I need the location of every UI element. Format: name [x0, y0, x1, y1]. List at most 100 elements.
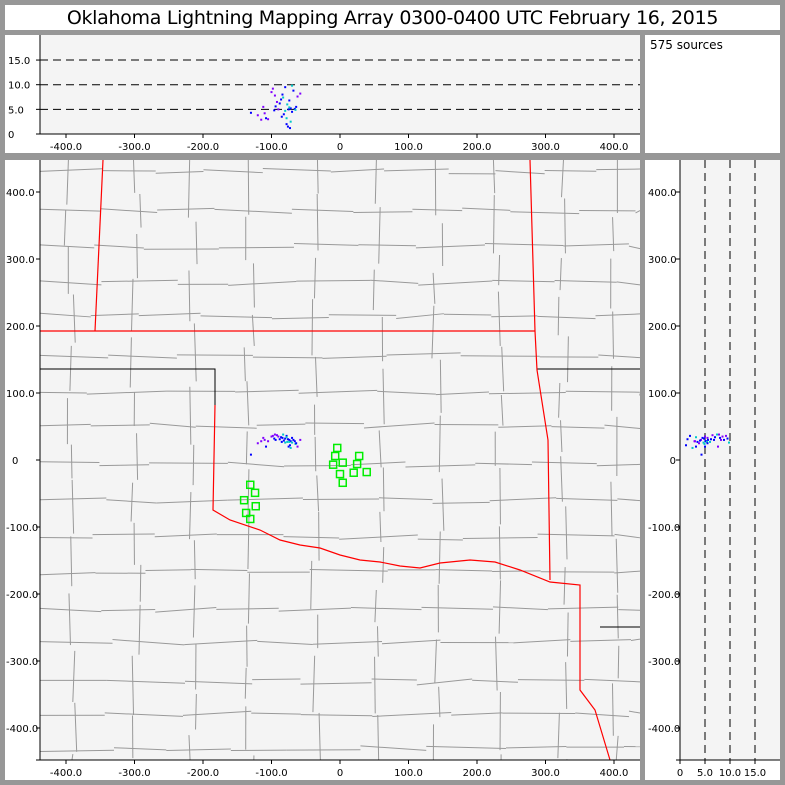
lightning-source [281, 93, 284, 96]
county-line [189, 386, 192, 445]
county-line [90, 313, 139, 317]
tick-label: -400.0 [6, 724, 38, 735]
tick-label: -400.0 [50, 768, 82, 779]
station-marker [330, 451, 340, 461]
lightning-source [698, 442, 700, 445]
county-line [560, 420, 563, 453]
tick-label: 300.0 [6, 255, 35, 266]
county-line [129, 337, 132, 388]
station-marker [328, 460, 338, 469]
county-line [596, 168, 641, 171]
lightning-source [695, 445, 697, 448]
county-line [616, 281, 641, 286]
county-line [492, 570, 541, 572]
tick-label: -100.0 [255, 142, 287, 153]
county-line [439, 359, 442, 413]
county-line [376, 626, 379, 657]
county-line [130, 482, 134, 522]
county-line [475, 462, 532, 466]
county-line [488, 392, 566, 395]
lightning-source [271, 87, 274, 90]
county-line [131, 278, 134, 331]
lightning-source [270, 435, 273, 438]
county-line [596, 463, 641, 467]
county-line [182, 710, 252, 716]
station-marker [352, 459, 362, 469]
county-line [547, 606, 619, 610]
county-line [39, 391, 87, 394]
tick-label: 0 [337, 768, 343, 779]
tick-label: 100.0 [648, 389, 677, 400]
county-line [556, 497, 618, 501]
county-line [108, 354, 177, 359]
tick-label: 0 [677, 768, 683, 779]
county-line [431, 305, 435, 359]
station-marker [338, 458, 347, 467]
lightning-source [278, 102, 281, 105]
lightning-source [265, 117, 268, 120]
county-line [517, 679, 585, 681]
county-line [271, 316, 329, 320]
county-line [495, 636, 498, 691]
altitude-ns-panel: 0 5.0 10.0 15.0 -400.0 -300.0 -200.0 -100.0 0 100… [645, 160, 780, 780]
tick-label: -300.0 [118, 142, 150, 153]
tick-label: 10.0 [719, 768, 741, 779]
lightning-source [282, 433, 285, 436]
county-line [360, 745, 427, 751]
lightning-source [286, 125, 289, 128]
county-line [381, 639, 441, 645]
county-line [328, 314, 397, 316]
county-line [432, 501, 490, 504]
county-line [136, 233, 138, 279]
lightning-source [277, 108, 280, 111]
lightning-source [695, 436, 697, 439]
county-line [566, 612, 569, 657]
county-line [314, 356, 318, 397]
county-line [218, 246, 295, 249]
lightning-source [723, 438, 725, 441]
county-line [432, 272, 436, 304]
county-line [86, 390, 167, 395]
county-line [227, 461, 285, 468]
station-marker [246, 480, 255, 490]
tick-label: -300.0 [118, 768, 150, 779]
county-line [247, 469, 250, 516]
lightning-source [686, 438, 689, 441]
county-line [418, 280, 493, 286]
county-line [498, 526, 501, 580]
tick-label: 300.0 [648, 255, 677, 266]
county-line [412, 208, 463, 212]
lightning-source [281, 436, 284, 439]
lightning-source [287, 445, 290, 448]
county-line [166, 748, 231, 752]
county-line [531, 461, 597, 465]
county-line [434, 639, 437, 684]
tick-label: 200.0 [463, 768, 492, 779]
county-line [139, 564, 142, 602]
county-line [415, 244, 485, 249]
tick-label: 400.0 [648, 188, 677, 199]
lightning-source [286, 440, 289, 443]
county-line [138, 604, 141, 655]
county-line [330, 168, 385, 173]
county-line [316, 475, 320, 512]
county-line [611, 683, 614, 736]
county-line [252, 356, 323, 359]
lightning-source [704, 440, 707, 443]
county-line [155, 171, 204, 174]
county-line [322, 355, 387, 359]
state-border [529, 159, 551, 581]
county-line [99, 464, 150, 467]
state-border [94, 159, 104, 332]
county-line [145, 569, 191, 571]
lightning-source [288, 440, 291, 443]
county-line [188, 735, 191, 761]
lightning-source [725, 434, 727, 437]
county-line [113, 747, 167, 751]
lightning-source [292, 89, 295, 92]
lightning-source [288, 106, 291, 109]
county-line [386, 352, 461, 356]
county-line [228, 280, 297, 286]
county-line [256, 423, 306, 426]
